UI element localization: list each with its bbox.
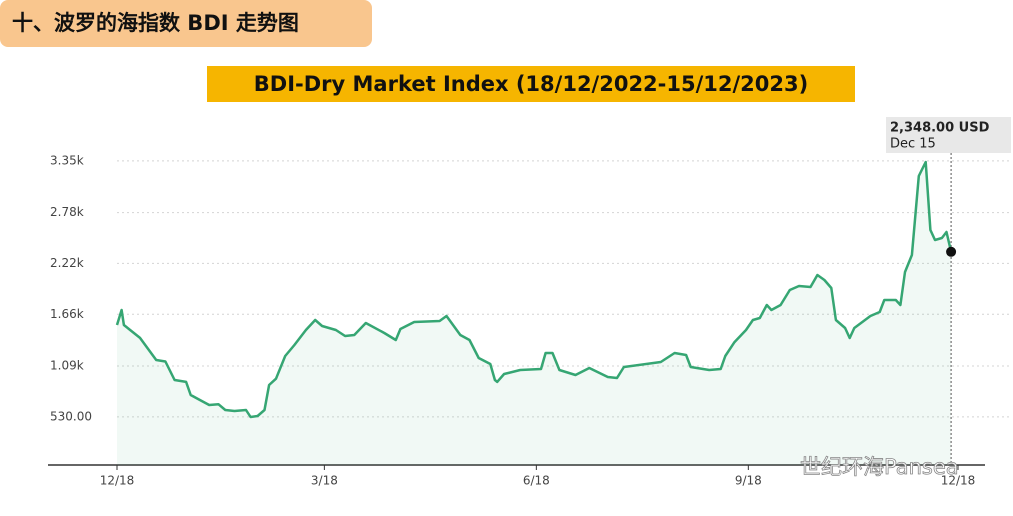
x-tick-label: 6/18 [523, 474, 550, 488]
watermark: 世纪环海Pansea [800, 455, 959, 479]
y-tick-label: 3.35k [50, 153, 84, 167]
y-tick-label: 530.00 [50, 409, 92, 423]
chart-title: BDI-Dry Market Index (18/12/2022-15/12/2… [254, 72, 808, 96]
x-tick-label: 12/18 [941, 474, 976, 488]
y-tick-label: 2.78k [50, 205, 84, 219]
tooltip-value: 2,348.00 USD [890, 121, 990, 136]
line [115, 160, 953, 419]
area [117, 162, 952, 465]
y-tick-label: 1.09k [50, 359, 84, 373]
last-point [946, 246, 957, 257]
y-tick-label: 2.22k [50, 256, 84, 270]
x-tick-label: 12/18 [100, 474, 135, 488]
x-tick-label: 3/18 [311, 474, 338, 488]
header: 十、波罗的海指数 BDI 走势图 [12, 11, 299, 35]
tooltip-box [886, 117, 1011, 153]
x-tick-label: 9/18 [735, 474, 762, 488]
header-box [0, 0, 372, 47]
tooltip-date: Dec 15 [890, 137, 936, 152]
title-box [207, 66, 855, 102]
y-tick-label: 1.66k [50, 307, 84, 321]
